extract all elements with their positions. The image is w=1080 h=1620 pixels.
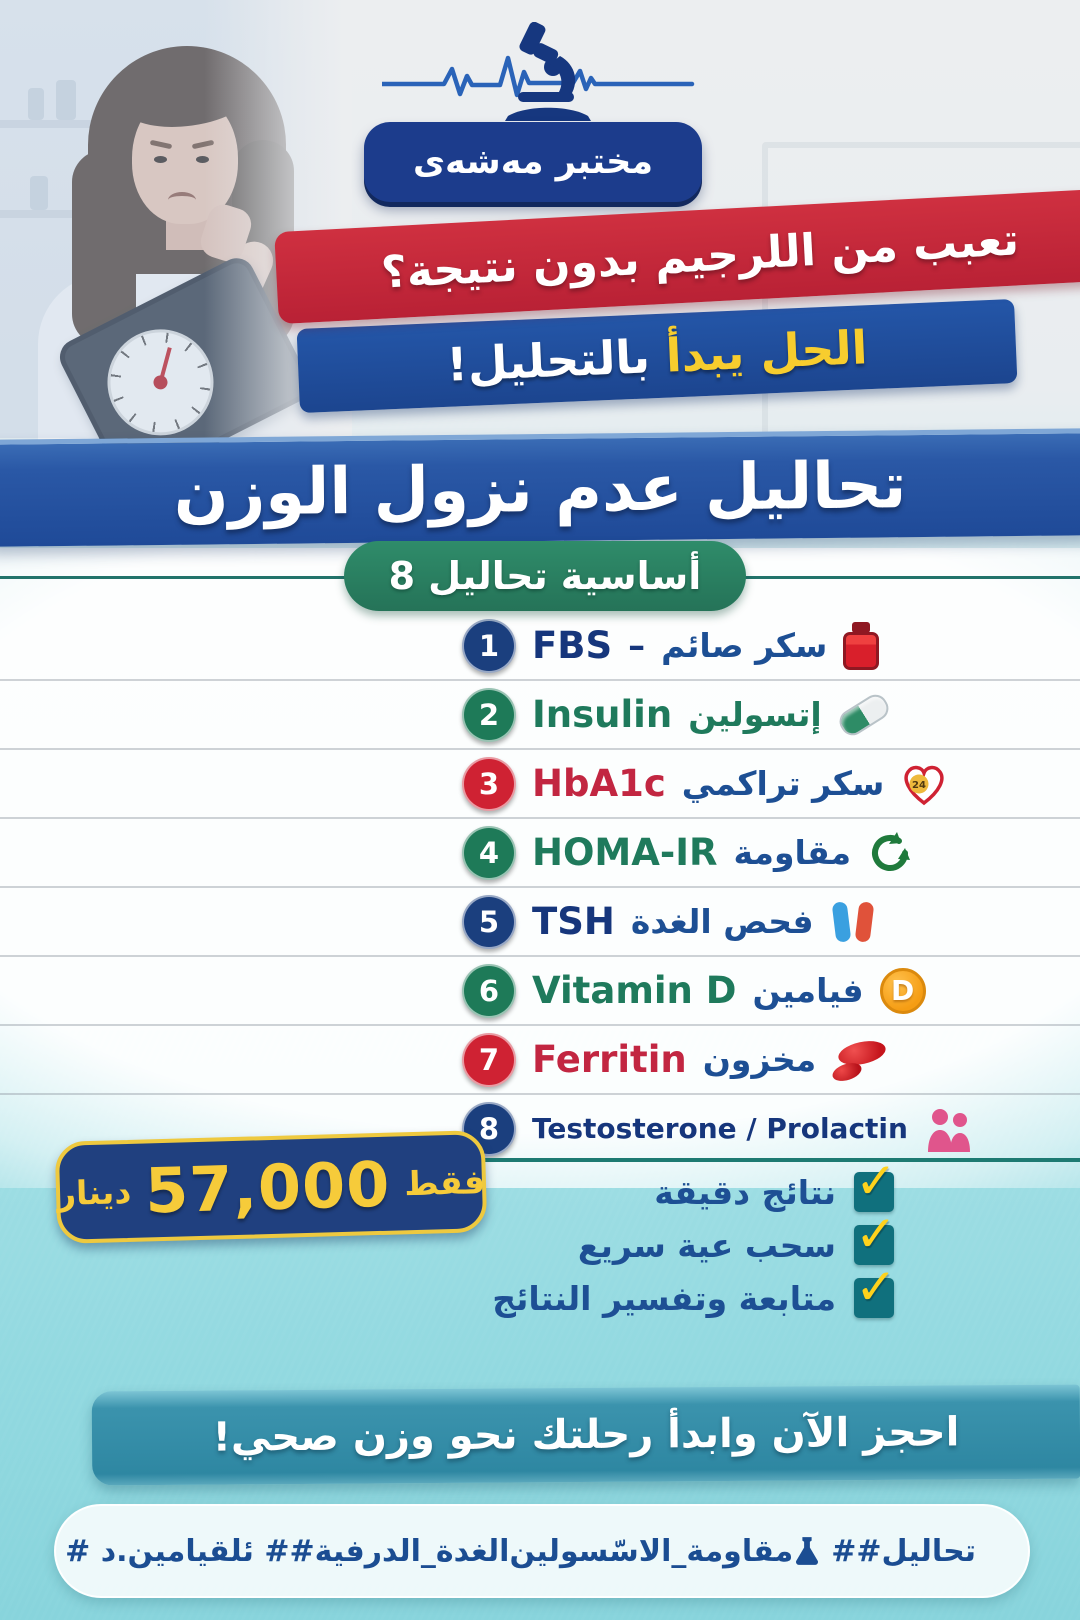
hashtag-vitamin-d: # ئلقيامين.د # <box>65 1533 290 1569</box>
test-row-vitamin-d: 6 Vitamin D فيامين D <box>0 957 1080 1026</box>
capsule-icon <box>834 689 893 740</box>
test-row-ferritin: 7 Ferritin مخزون <box>0 1026 1080 1095</box>
test-name-en: TSH <box>532 900 615 943</box>
photo-edge-fade <box>0 0 352 438</box>
tests-count-badge: 8 تحاليل أساسية <box>344 541 746 611</box>
ecg-microscope-icon <box>379 21 695 121</box>
checkmark-icon: ✓ <box>854 1156 897 1212</box>
number-badge: 1 <box>462 618 516 673</box>
test-row-hba1c: 3 HbA1c سكر تراكمي 24 <box>0 750 1080 819</box>
test-row-tsh: 5 TSH فحص الغدة <box>0 888 1080 957</box>
thyroid-icon <box>830 900 876 944</box>
hash-symbol: # <box>831 1533 857 1569</box>
hashtag-insulin-resistance: مقاومة_الاسّسولين <box>509 1533 794 1569</box>
test-name-ar: سكر صائم <box>661 626 828 665</box>
feature-label: متابعة وتفسير النتائج <box>492 1278 836 1318</box>
test-row-testosterone-prolactin: 8 Testosterone / Prolactin <box>0 1095 1080 1162</box>
heart-24-icon: 24 <box>900 762 948 806</box>
price-prefix: فقط <box>403 1161 486 1203</box>
test-row-homa-ir: 4 HOMA-IR مقاومة <box>0 819 1080 888</box>
test-name-en: Testosterone / Prolactin <box>532 1112 908 1145</box>
badge-number: 8 <box>388 554 416 598</box>
feature-accurate-results: ✓ نتائج دقيقة <box>492 1156 897 1212</box>
test-name-en: Vitamin D <box>532 969 737 1012</box>
test-name-en: HOMA-IR <box>532 831 718 874</box>
lab-name-plate: مختبر مه‌شه‌ى <box>364 122 702 202</box>
vitamin-d-coin-icon: D <box>879 967 926 1014</box>
test-row-insulin: 2 Insulin إتسولين <box>0 681 1080 750</box>
number-badge: 4 <box>462 825 516 880</box>
main-title-banner: تحاليل عدم نزول الوزن <box>0 428 1080 547</box>
d-letter: D <box>890 974 915 1007</box>
cta-banner: احجز الآن وابدأ رحلتك نحو وزن صحي! <box>91 1384 1080 1486</box>
hashtag-flask: # <box>793 1534 856 1569</box>
feature-label: سحب عية سريع <box>577 1225 836 1265</box>
main-title: تحاليل عدم نزول الوزن <box>173 449 907 531</box>
number-badge: 7 <box>462 1032 516 1087</box>
badge-word: تحاليل <box>428 554 548 598</box>
microscope-icon <box>505 21 591 121</box>
feature-fast-sampling: ✓ سحب عية سريع <box>492 1209 897 1265</box>
background-light-panel <box>0 548 1080 1188</box>
blood-cells-icon <box>832 1040 886 1080</box>
badge-word: أساسية <box>560 554 702 598</box>
hashtags-bar: #تحاليل # مقاومة_الاسّسولين #الغدة_الدرف… <box>54 1504 1030 1598</box>
answer-highlight: الحل يبدأ <box>664 320 869 383</box>
heart-badge-number: 24 <box>912 780 926 791</box>
test-name-ar: مخزون <box>702 1040 817 1079</box>
couple-icon <box>924 1106 974 1152</box>
price-amount: 57,000 <box>144 1147 392 1228</box>
test-name-ar: إتسولين <box>688 695 822 734</box>
answer-rest: بالتحليل! <box>445 329 651 392</box>
feature-label: نتائج دقيقة <box>654 1172 836 1212</box>
checkmark-icon: ✓ <box>854 1262 897 1318</box>
lab-logo <box>379 21 702 122</box>
test-name-en: FBS <box>532 624 613 667</box>
background-doorframe <box>762 142 1080 454</box>
divider-line <box>438 1158 1080 1162</box>
flask-icon <box>796 1537 819 1565</box>
number-badge: 6 <box>462 963 516 1018</box>
features-list: ✓ نتائج دقيقة ✓ سحب عية سريع ✓ متابعة وت… <box>492 1156 897 1318</box>
test-name-en: Insulin <box>532 693 673 736</box>
price-badge: فقط 57,000 دينار <box>54 1130 488 1244</box>
price-currency: دينار <box>56 1171 132 1213</box>
medicine-bottle-icon <box>843 621 880 670</box>
question-text: تعبب من اللرجيم بدون نتيجة؟ <box>379 213 1021 299</box>
checkmark-glyph: ✓ <box>855 1258 897 1316</box>
test-name-ar: فحص الغدة <box>630 902 814 941</box>
test-name-en: HbA1c <box>532 762 666 805</box>
checkmark-glyph: ✓ <box>855 1152 897 1210</box>
checkmark-glyph: ✓ <box>855 1205 897 1263</box>
lab-name: مختبر مه‌شه‌ى <box>412 142 654 182</box>
number-badge: 3 <box>462 756 516 811</box>
dash: – <box>628 625 646 666</box>
cta-text: احجز الآن وابدأ رحلتك نحو وزن صحي! <box>212 1409 960 1461</box>
tests-list: 1 FBS – سكر صائم 2 Insulin إتسولين 3 HbA… <box>0 612 1080 1162</box>
feature-followup: ✓ متابعة وتفسير النتائج <box>492 1262 897 1318</box>
number-badge: 2 <box>462 687 516 742</box>
test-name-en: Ferritin <box>532 1038 687 1081</box>
hashtag-thyroid: #الغدة_الدرفية <box>289 1533 510 1569</box>
test-name-ar: فيامين <box>752 971 864 1010</box>
test-name-ar: سكر تراكمي <box>681 764 885 803</box>
number-badge: 8 <box>462 1101 516 1156</box>
test-row-fbs: 1 FBS – سكر صائم <box>0 612 1080 681</box>
refresh-arrows-icon <box>867 830 913 876</box>
test-name-ar: مقاومة <box>733 833 852 872</box>
number-badge: 5 <box>462 894 516 949</box>
hashtag-tahalil: #تحاليل <box>856 1533 976 1569</box>
checkmark-icon: ✓ <box>854 1209 897 1265</box>
